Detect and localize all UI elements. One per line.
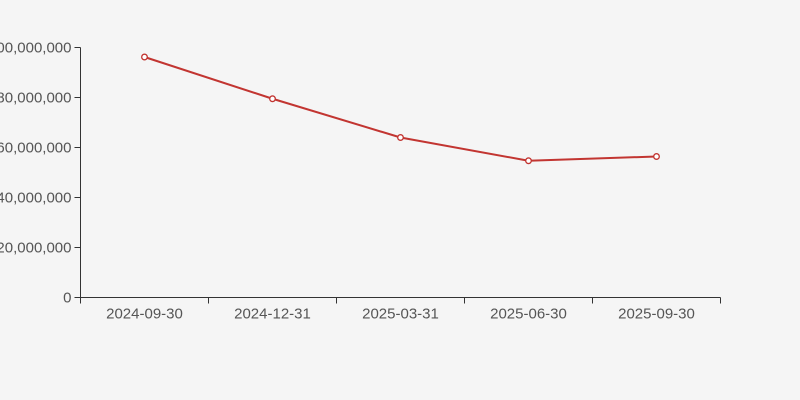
x-axis-tick-label: 2025-03-31 xyxy=(362,306,439,323)
data-point-marker[interactable] xyxy=(269,95,276,103)
x-axis-tick-label: 2025-06-30 xyxy=(490,306,567,323)
data-point-marker[interactable] xyxy=(653,153,660,160)
y-axis-tick-label: 100,000,000 xyxy=(0,40,72,57)
x-axis-tick-label: 2024-09-30 xyxy=(106,306,183,323)
y-axis-tick-label: 40,000,000 xyxy=(0,190,72,207)
data-point-marker[interactable] xyxy=(141,53,148,61)
data-point-marker[interactable] xyxy=(525,157,532,165)
y-axis-tick-label: 20,000,000 xyxy=(0,240,72,257)
y-axis-tick-label: 60,000,000 xyxy=(0,140,72,157)
y-axis-tick-label: 80,000,000 xyxy=(0,90,72,107)
x-axis-tick-label: 2024-12-31 xyxy=(234,306,311,323)
data-series-line xyxy=(143,56,658,162)
y-axis-tick-label: 0 xyxy=(63,290,71,307)
data-point-marker[interactable] xyxy=(397,134,404,141)
x-axis-tick-label: 2025-09-30 xyxy=(618,306,695,323)
